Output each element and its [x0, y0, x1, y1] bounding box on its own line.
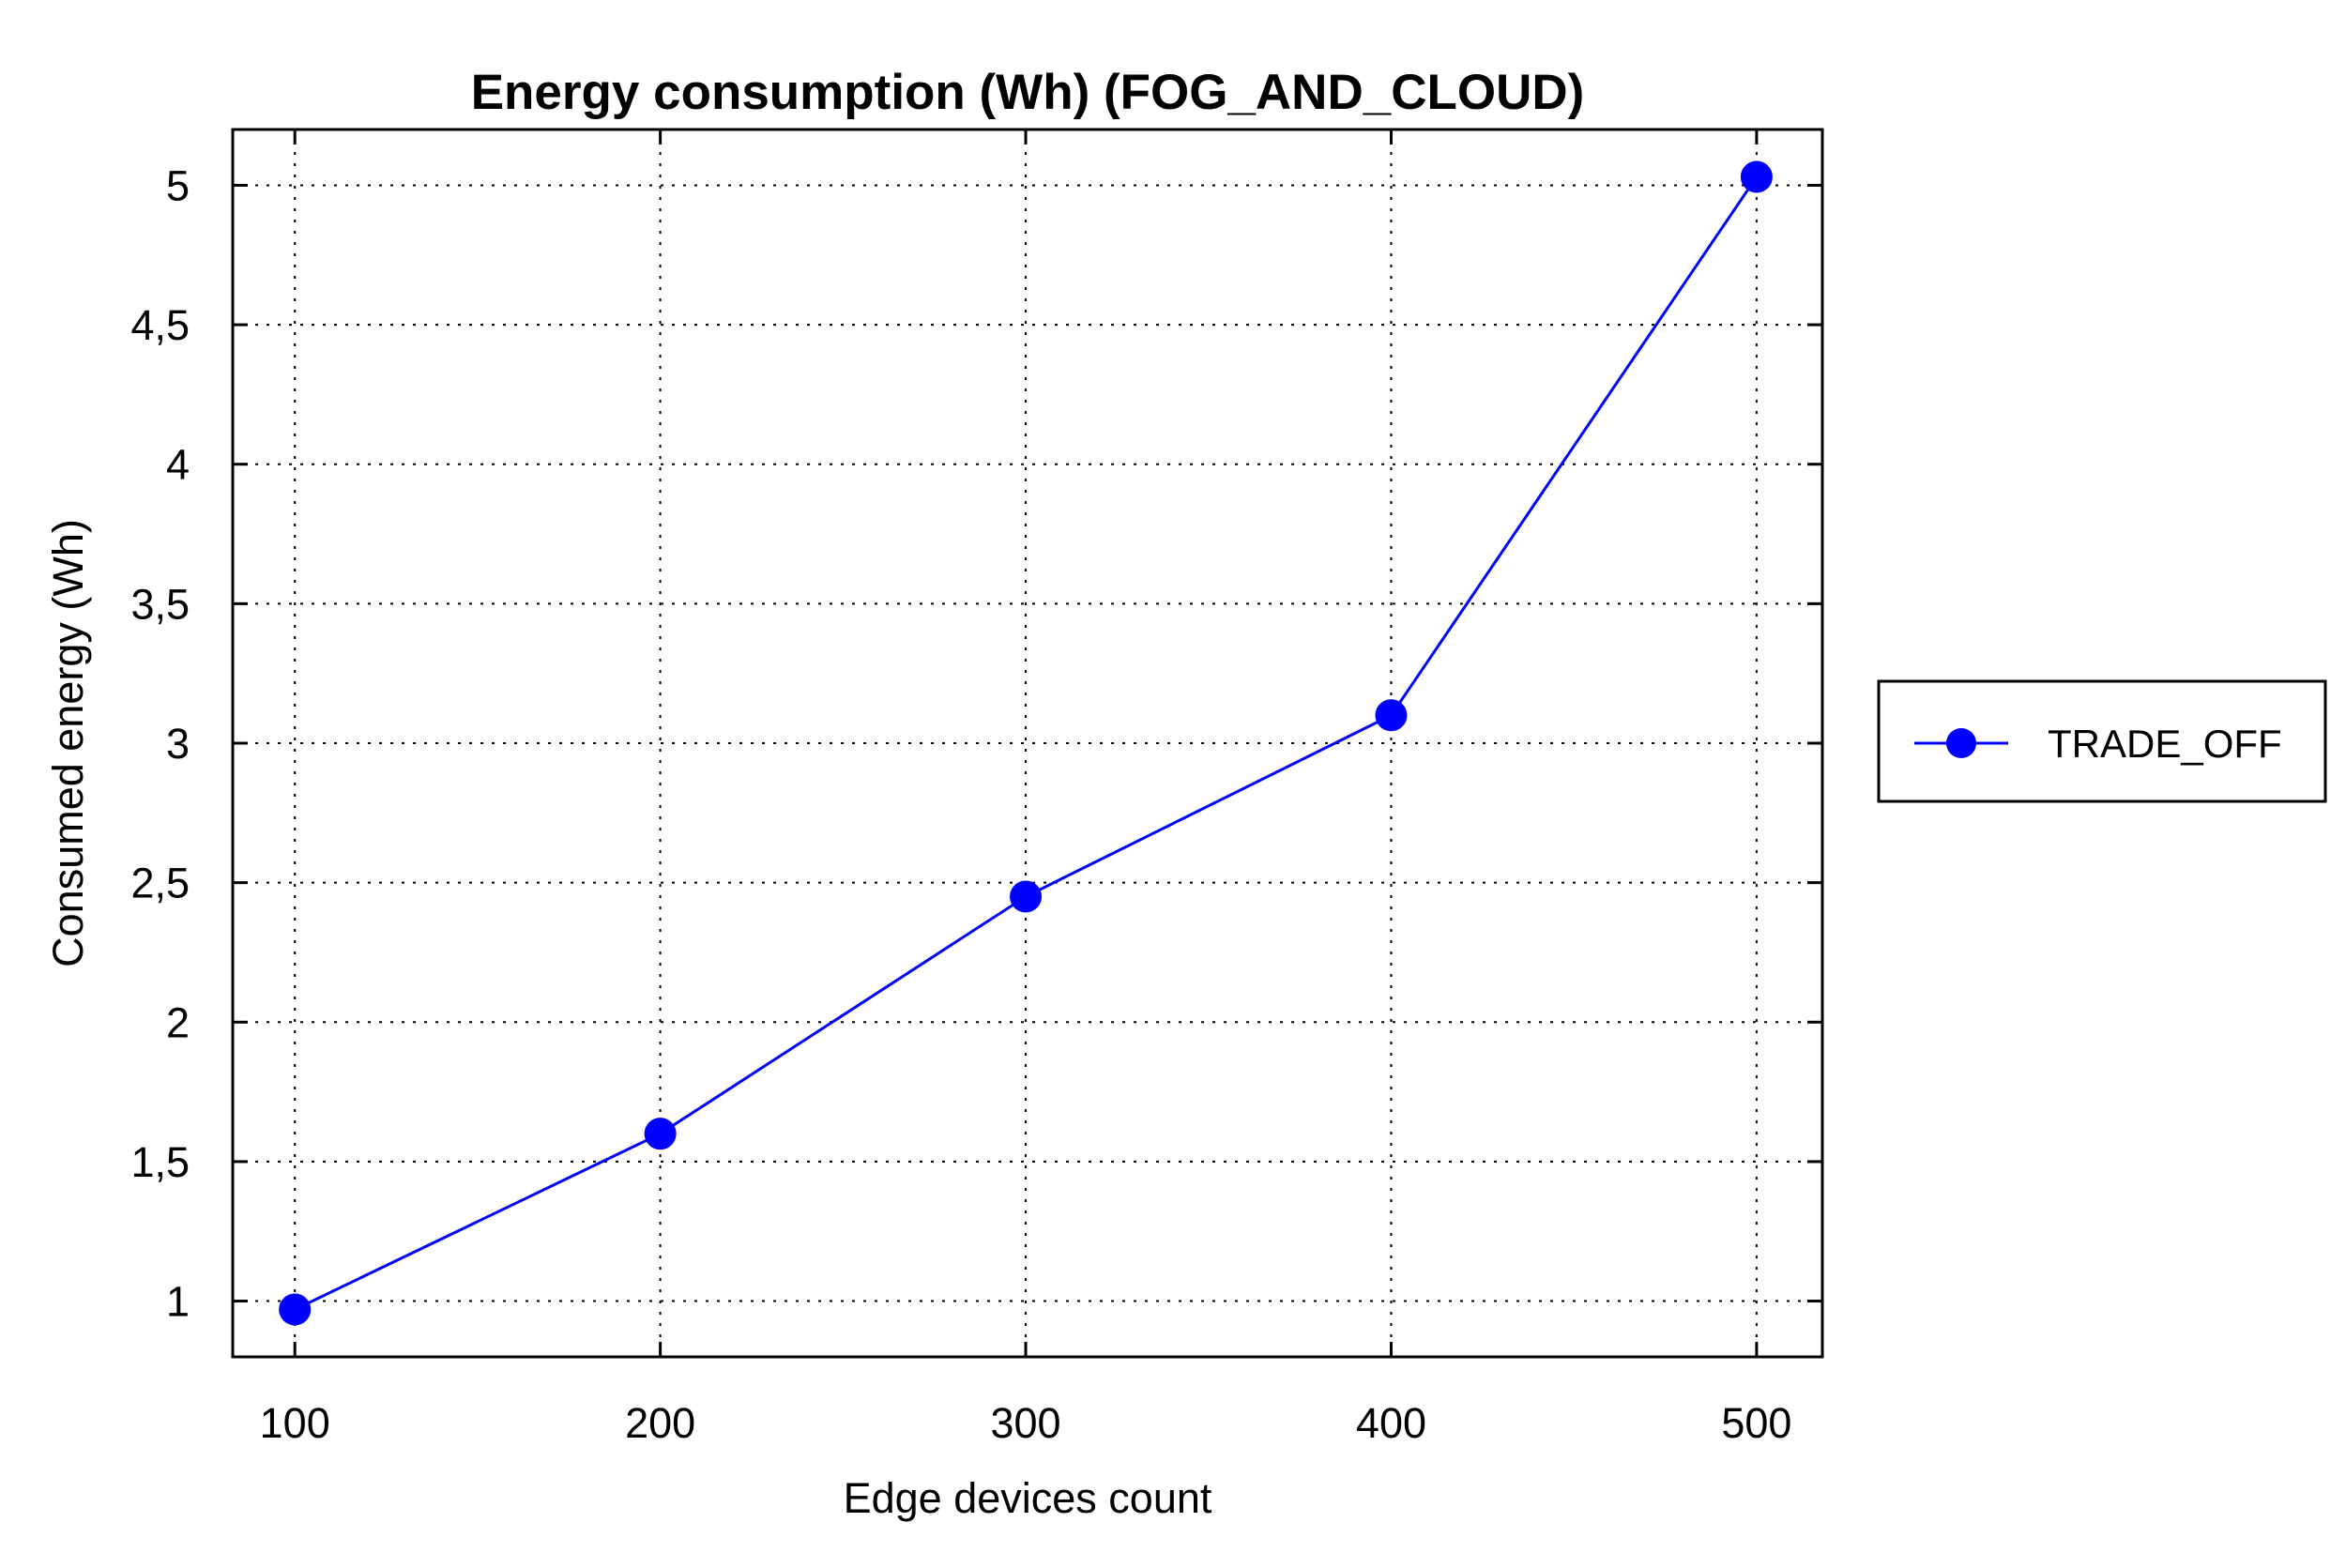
y-tick-label: 4,5: [130, 301, 190, 349]
data-point: [1010, 880, 1043, 913]
y-tick-label: 1,5: [130, 1138, 190, 1186]
tick-layer: 100 200 300 400 500 1 1,5 2 2,5 3 3,5 4 4,5 5: [130, 129, 1822, 1447]
y-tick-label: 4: [166, 441, 190, 489]
grid-layer: [233, 129, 1822, 1357]
y-tick-label: 3,5: [130, 580, 190, 628]
data-point: [1375, 699, 1408, 732]
chart-title: Energy consumption (Wh) (FOG_AND_CLOUD): [471, 65, 1585, 120]
y-tick-label: 1: [166, 1278, 190, 1326]
y-tick-label: 5: [166, 161, 190, 209]
y-tick-label: 2: [166, 998, 190, 1046]
y-axis-label: Consumed energy (Wh): [44, 519, 92, 967]
data-point: [644, 1118, 677, 1150]
legend-label-trade-off: TRADE_OFF: [2048, 722, 2282, 766]
data-point: [279, 1293, 312, 1326]
x-tick-label: 200: [625, 1399, 695, 1447]
plot-frame: [231, 128, 1824, 1359]
x-tick-label: 400: [1356, 1399, 1426, 1447]
legend: TRADE_OFF: [1877, 679, 2327, 803]
series-layer: [279, 160, 1773, 1326]
series-line-trade-off: [294, 175, 1759, 1311]
y-tick-label: 2,5: [130, 860, 190, 907]
x-tick-label: 100: [260, 1399, 330, 1447]
data-point: [1740, 160, 1773, 193]
legend-series-marker: [1946, 728, 1976, 758]
x-axis-label: Edge devices count: [844, 1474, 1212, 1522]
y-tick-label: 3: [166, 720, 190, 768]
x-tick-label: 300: [991, 1399, 1061, 1447]
x-tick-label: 500: [1721, 1399, 1791, 1447]
